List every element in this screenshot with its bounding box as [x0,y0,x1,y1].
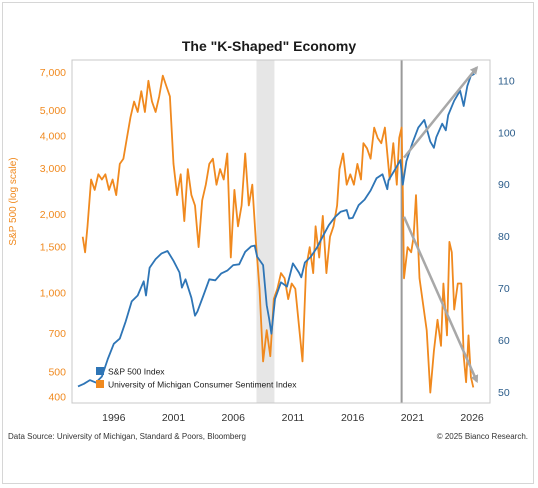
left-tick-label: 3,000 [40,163,66,175]
left-tick-label: 500 [48,366,66,378]
left-axis-label: S&P 500 (log scale) [8,157,19,245]
left-tick-label: 1,000 [40,288,66,300]
left-tick-label: 2,000 [40,209,66,221]
right-tick-label: 90 [498,179,510,191]
legend-swatch [96,380,104,388]
k-arrow-down [402,216,479,384]
x-tick-label: 2021 [401,412,425,424]
x-tick-label: 2011 [282,412,305,424]
left-tick-label: 7,000 [40,67,66,79]
x-tick-label: 1996 [102,412,126,424]
right-tick-label: 80 [498,231,510,243]
left-tick-label: 4,000 [40,130,66,142]
right-tick-label: 60 [498,335,510,347]
k-arrow-up [403,65,479,159]
legend-swatch [96,367,104,375]
legend-label: University of Michigan Consumer Sentimen… [108,380,297,390]
right-tick-label: 70 [498,283,510,295]
x-tick-label: 2016 [341,412,365,424]
left-tick-label: 700 [48,328,66,340]
copyright-note: © 2025 Bianco Research. [436,432,528,441]
recession-shade [256,60,275,403]
chart-title: The "K-Shaped" Economy [181,38,357,54]
left-tick-label: 5,000 [40,105,66,117]
sp500-line [77,73,475,388]
plot-area-border [71,59,491,404]
legend-label: S&P 500 Index [108,367,165,377]
right-tick-label: 110 [498,75,515,87]
right-tick-label: 100 [498,127,516,139]
right-tick-label: 50 [498,387,510,399]
data-source-note: Data Source: University of Michigan, Sta… [8,432,246,441]
left-tick-label: 1,500 [40,242,66,254]
x-tick-label: 2006 [222,412,246,424]
x-tick-label: 2001 [162,412,186,424]
left-tick-label: 400 [48,392,66,404]
chart-frame [2,2,534,484]
consumer-sentiment-line [81,74,475,394]
x-tick-label: 2026 [460,412,484,424]
